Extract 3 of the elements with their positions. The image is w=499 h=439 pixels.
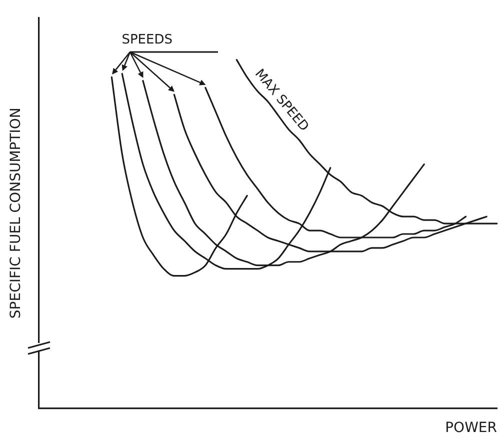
x-axis-title: POWER [445, 420, 498, 436]
text: SPEEDS [122, 32, 172, 48]
y-axis-title: SPECIFIC FUEL CONSUMPTION [8, 108, 24, 319]
